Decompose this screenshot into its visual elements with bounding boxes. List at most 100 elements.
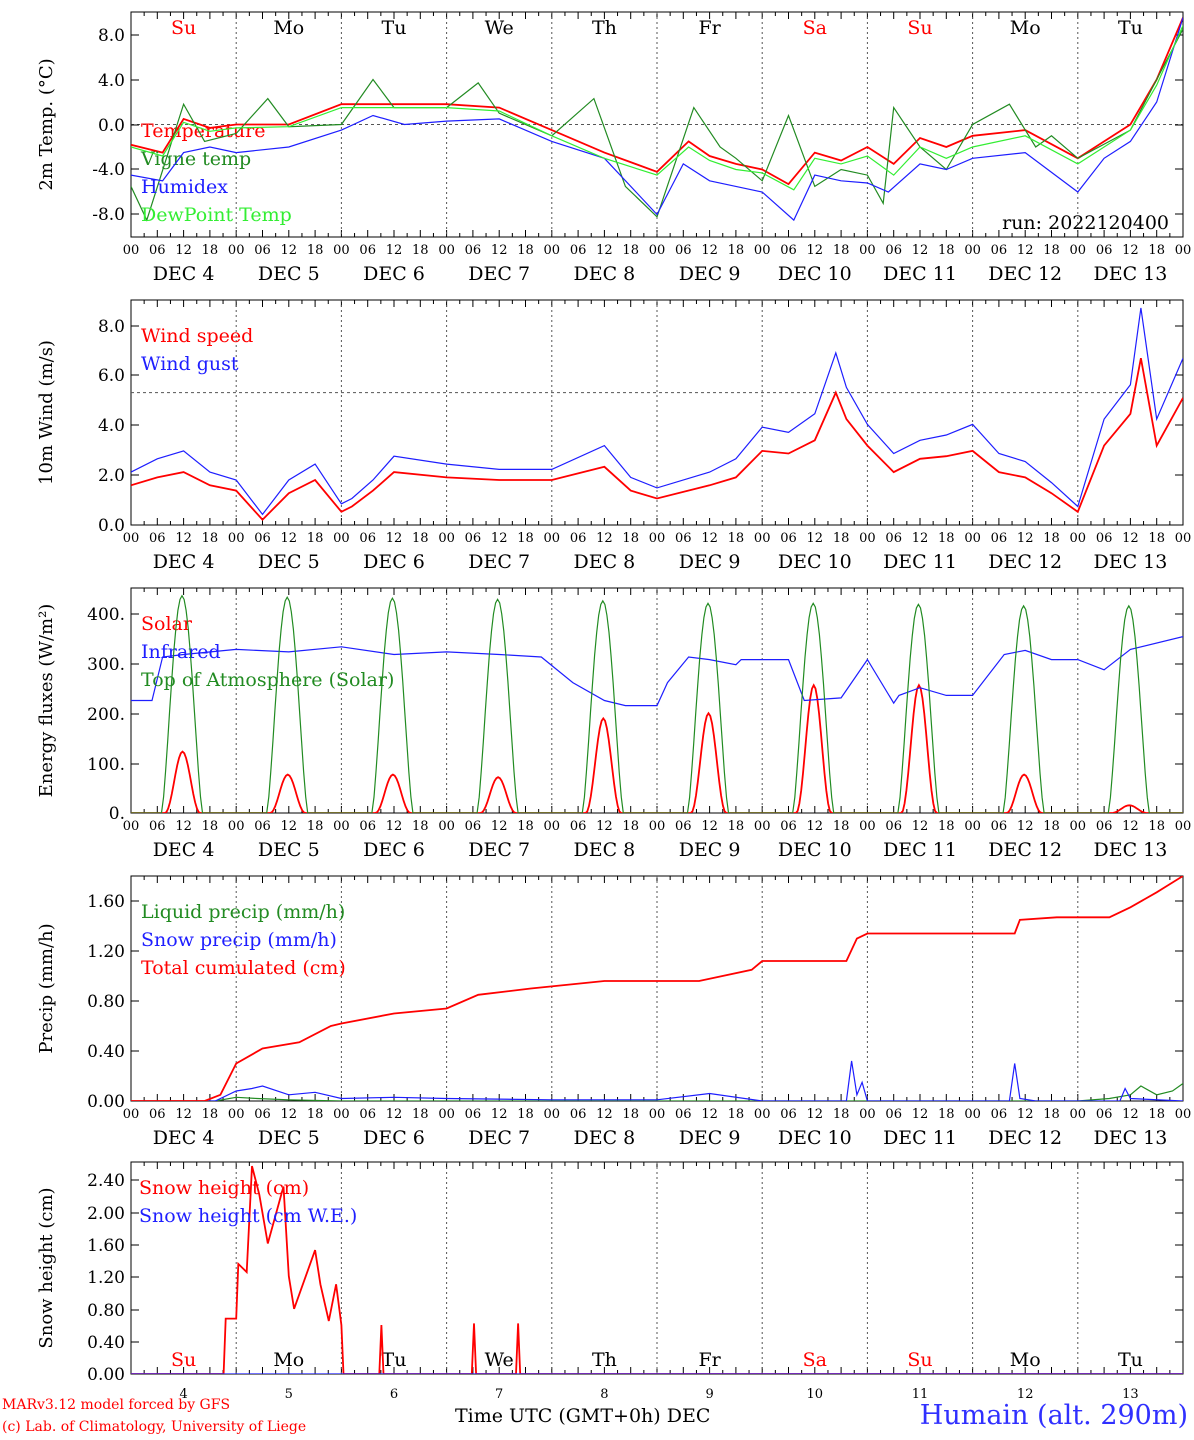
hour-tick-label: 18 [1043, 243, 1060, 258]
hour-tick-label: 06 [465, 243, 482, 258]
hour-tick-label: 06 [570, 1107, 587, 1122]
hour-tick-label: 12 [1122, 243, 1139, 258]
weekday-label: Mo [273, 17, 304, 39]
hour-tick-label: 18 [1043, 819, 1060, 834]
date-label: DEC 6 [363, 1127, 425, 1149]
x-tick-label: 13 [1122, 1387, 1139, 1402]
hour-tick-label: 12 [386, 243, 403, 258]
x-tick-label: 7 [495, 1387, 503, 1402]
hour-tick-label: 00 [649, 1107, 666, 1122]
date-label: DEC 4 [153, 551, 215, 573]
hour-tick-label: 00 [228, 1107, 245, 1122]
hour-tick-label: 06 [991, 243, 1008, 258]
hour-tick-label: 00 [333, 819, 350, 834]
hour-tick-label: 12 [807, 819, 824, 834]
hour-tick-label: 18 [202, 243, 219, 258]
hour-tick-label: 12 [1122, 531, 1139, 546]
weekday-label: Su [907, 17, 932, 39]
hour-tick-label: 06 [254, 531, 271, 546]
date-label: DEC 8 [574, 263, 636, 285]
hour-tick-label: 12 [386, 531, 403, 546]
hour-tick-label: 18 [622, 1107, 639, 1122]
panel-3: 400. 300. 200. 100. 0. Energy fluxes (W/m²) 00… [36, 587, 1192, 861]
hour-tick-label: 00 [333, 1107, 350, 1122]
hour-tick-label: 18 [412, 819, 429, 834]
date-label: DEC 13 [1093, 1127, 1167, 1149]
date-label: DEC 13 [1093, 263, 1167, 285]
series-line [131, 876, 1183, 1101]
x-tick-label: 4 [179, 1387, 187, 1402]
hour-tick-label: 12 [1017, 1107, 1034, 1122]
legend-entry: Humidex [141, 176, 228, 198]
hour-tick-label: 06 [254, 819, 271, 834]
series-line [131, 1083, 1183, 1101]
hour-tick-label: 18 [517, 531, 534, 546]
hour-tick-label: 18 [833, 243, 850, 258]
hour-tick-label: 06 [780, 1107, 797, 1122]
hour-tick-label: 18 [938, 531, 955, 546]
y-tick-label: 8.0 [98, 317, 125, 337]
hour-tick-label: 12 [1017, 243, 1034, 258]
hour-tick-label: 00 [228, 531, 245, 546]
hour-tick-label: 06 [359, 1107, 376, 1122]
weekday-label: Su [171, 17, 196, 39]
legend-entry: Temperature [141, 120, 265, 142]
y-tick-label: 2.40 [87, 1171, 125, 1191]
hour-tick-label: 18 [307, 243, 324, 258]
hour-tick-label: 06 [991, 819, 1008, 834]
hour-tick-label: 06 [991, 1107, 1008, 1122]
hour-tick-label: 00 [1175, 531, 1192, 546]
hour-tick-label: 12 [175, 531, 192, 546]
date-label: DEC 13 [1093, 839, 1167, 861]
y-axis-title: Precip (mm/h) [36, 923, 57, 1053]
series-line [131, 1060, 1183, 1101]
hour-tick-label: 00 [544, 243, 561, 258]
hour-tick-label: 12 [912, 819, 929, 834]
hour-tick-label: 00 [228, 243, 245, 258]
hour-tick-label: 18 [833, 1107, 850, 1122]
hour-tick-label: 12 [596, 243, 613, 258]
y-tick-label: 300. [87, 655, 125, 675]
hour-tick-label: 00 [123, 243, 140, 258]
hour-tick-label: 06 [570, 819, 587, 834]
hour-tick-label: 00 [1175, 819, 1192, 834]
date-label: DEC 7 [468, 263, 530, 285]
hour-tick-label: 18 [1043, 531, 1060, 546]
hour-tick-label: 06 [465, 1107, 482, 1122]
hour-tick-label: 00 [123, 1107, 140, 1122]
hour-tick-label: 12 [386, 819, 403, 834]
hour-tick-label: 00 [1070, 819, 1087, 834]
date-label: DEC 6 [363, 263, 425, 285]
hour-tick-label: 06 [149, 1107, 166, 1122]
y-tick-label: 0.80 [87, 992, 125, 1012]
weekday-label: Fr [698, 1349, 721, 1371]
weekday-label: Th [592, 1349, 617, 1371]
panel-2: 8.0 6.0 4.0 2.0 0.0 10m Wind (m/s) 00 06 12 18 00 0… [36, 299, 1192, 573]
y-axis-title: Energy fluxes (W/m²) [36, 604, 57, 798]
date-label: DEC 4 [153, 1127, 215, 1149]
weekday-label: We [485, 1349, 514, 1371]
hour-tick-label: 00 [649, 819, 666, 834]
hour-tick-label: 18 [938, 1107, 955, 1122]
hour-tick-label: 12 [281, 819, 298, 834]
series-line [131, 307, 1183, 516]
hour-tick-label: 00 [859, 1107, 876, 1122]
panel-5: 2.40 2.00 1.60 1.20 0.80 0.40 0.00 Snow height … [36, 1161, 1184, 1402]
hour-tick-label: 12 [491, 531, 508, 546]
hour-tick-label: 12 [701, 819, 718, 834]
hour-tick-label: 00 [964, 1107, 981, 1122]
hour-tick-label: 06 [1096, 1107, 1113, 1122]
hour-tick-label: 06 [675, 243, 692, 258]
weekday-label: Sa [803, 1349, 827, 1371]
x-tick-label: 9 [705, 1387, 713, 1402]
date-label: DEC 5 [258, 839, 320, 861]
hour-tick-label: 06 [149, 819, 166, 834]
hour-tick-label: 00 [544, 531, 561, 546]
date-label: DEC 5 [258, 263, 320, 285]
series-line [131, 358, 1183, 522]
date-label: DEC 10 [778, 551, 852, 573]
hour-tick-label: 00 [438, 243, 455, 258]
date-label: DEC 11 [883, 263, 957, 285]
series-line [131, 683, 1183, 813]
hour-tick-label: 06 [780, 531, 797, 546]
